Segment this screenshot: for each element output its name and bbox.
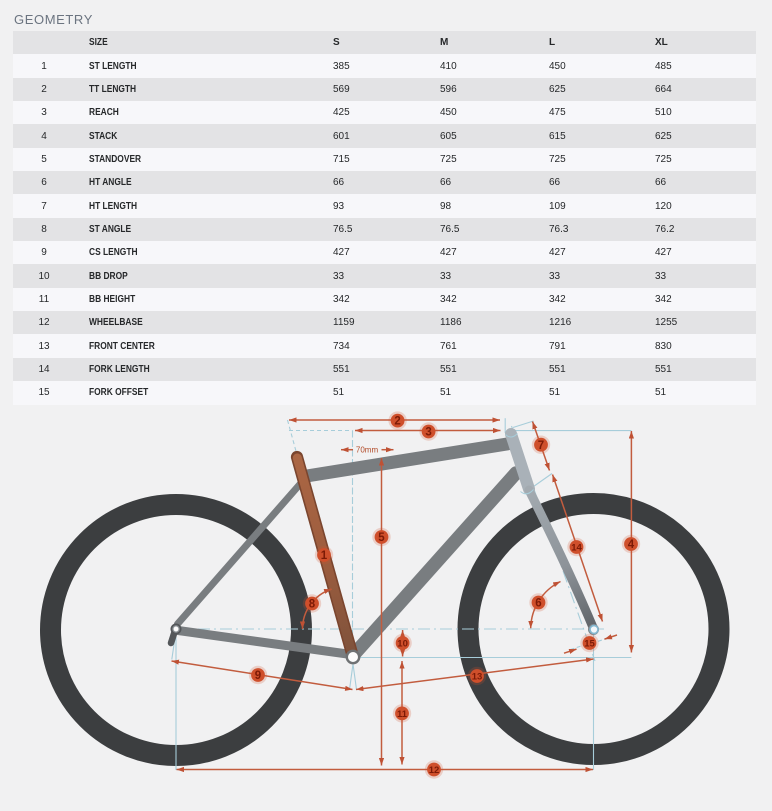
svg-text:70mm: 70mm [356,446,379,455]
svg-text:15: 15 [584,638,595,649]
svg-text:6: 6 [535,598,541,610]
svg-text:11: 11 [397,709,408,720]
svg-text:12: 12 [429,765,440,776]
svg-text:3: 3 [425,427,431,439]
svg-text:1: 1 [321,550,328,562]
svg-text:13: 13 [472,671,483,682]
svg-text:5: 5 [378,532,385,544]
svg-text:14: 14 [571,542,582,553]
svg-text:7: 7 [538,440,544,452]
svg-text:4: 4 [628,539,635,551]
svg-text:9: 9 [255,670,261,682]
svg-text:2: 2 [394,416,400,428]
svg-text:10: 10 [397,638,408,649]
svg-text:8: 8 [309,599,316,611]
